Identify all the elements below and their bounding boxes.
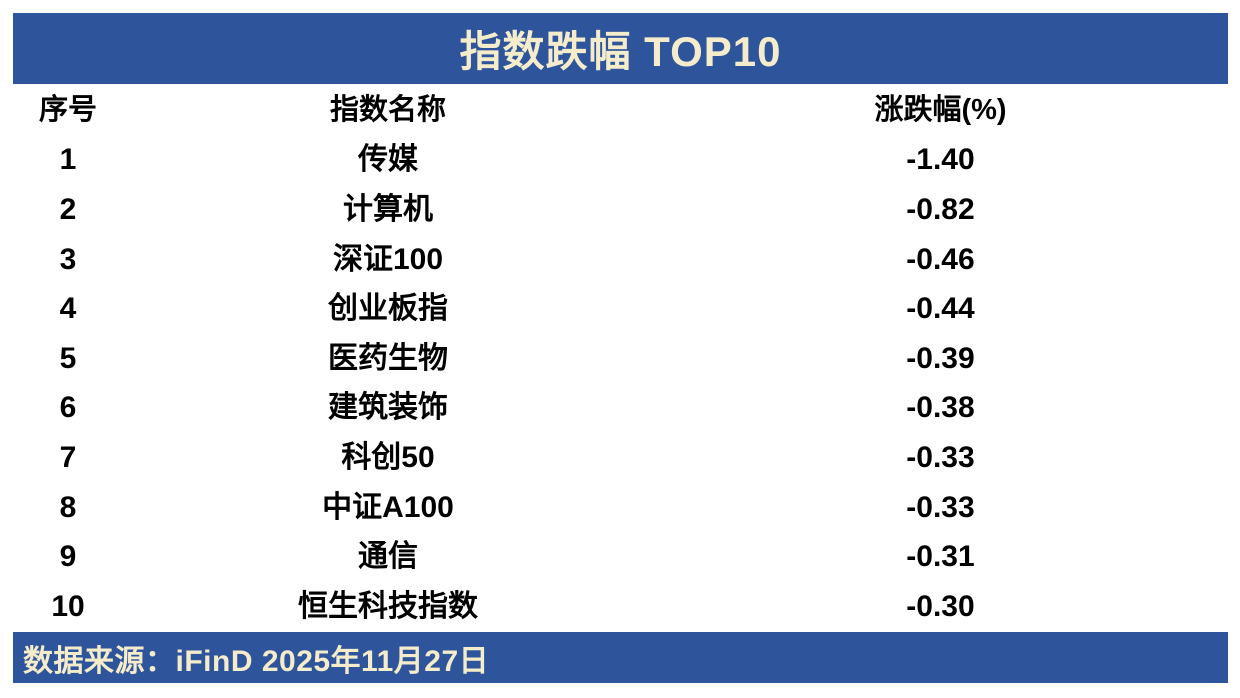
index-name-cell: 中证A100 <box>322 490 454 524</box>
change-cell: -0.33 <box>906 440 975 474</box>
change-cell: -0.30 <box>906 589 975 623</box>
data-source: 数据来源：iFinD 2025年11月27日 <box>23 644 490 678</box>
footer-bar: 数据来源：iFinD 2025年11月27日 <box>13 632 1228 683</box>
index-name-cell: 科创50 <box>341 440 435 474</box>
rank-cell: 1 <box>59 143 77 177</box>
index-name-cell: 创业板指 <box>328 292 448 326</box>
change-cell: -0.44 <box>906 292 975 326</box>
title-bar: 指数跌幅 TOP10 <box>13 13 1228 84</box>
rank-cell: 5 <box>59 341 77 375</box>
rank-cell: 7 <box>59 440 77 474</box>
rank-cell: 4 <box>59 292 77 326</box>
rank-cell: 8 <box>59 490 77 524</box>
index-name-cell: 恒生科技指数 <box>298 589 478 623</box>
rank-cell: 10 <box>51 589 85 623</box>
index-decline-table: 序号 指数名称 涨跌幅(%) 1 传媒 -1.40 2 计算机 -0.82 3 … <box>13 86 1228 632</box>
column-header-name: 指数名称 <box>329 94 446 127</box>
change-cell: -0.39 <box>906 341 975 375</box>
change-cell: -0.31 <box>906 540 975 574</box>
change-cell: -1.40 <box>906 143 975 177</box>
index-name-cell: 建筑装饰 <box>328 391 448 425</box>
change-cell: -0.82 <box>906 192 975 226</box>
rank-cell: 6 <box>59 391 77 425</box>
change-cell: -0.38 <box>906 391 975 425</box>
index-name-cell: 传媒 <box>358 143 418 177</box>
rank-cell: 3 <box>59 242 77 276</box>
column-header-change: 涨跌幅(%) <box>874 94 1007 127</box>
column-header-rank: 序号 <box>38 94 97 127</box>
change-cell: -0.46 <box>906 242 975 276</box>
index-name-cell: 通信 <box>358 540 418 574</box>
change-cell: -0.33 <box>906 490 975 524</box>
index-name-cell: 计算机 <box>343 192 433 226</box>
index-name-cell: 医药生物 <box>328 341 448 375</box>
rank-cell: 9 <box>59 540 77 574</box>
page-title: 指数跌幅 TOP10 <box>459 28 782 75</box>
rank-cell: 2 <box>59 192 77 226</box>
index-name-cell: 深证100 <box>332 242 444 276</box>
